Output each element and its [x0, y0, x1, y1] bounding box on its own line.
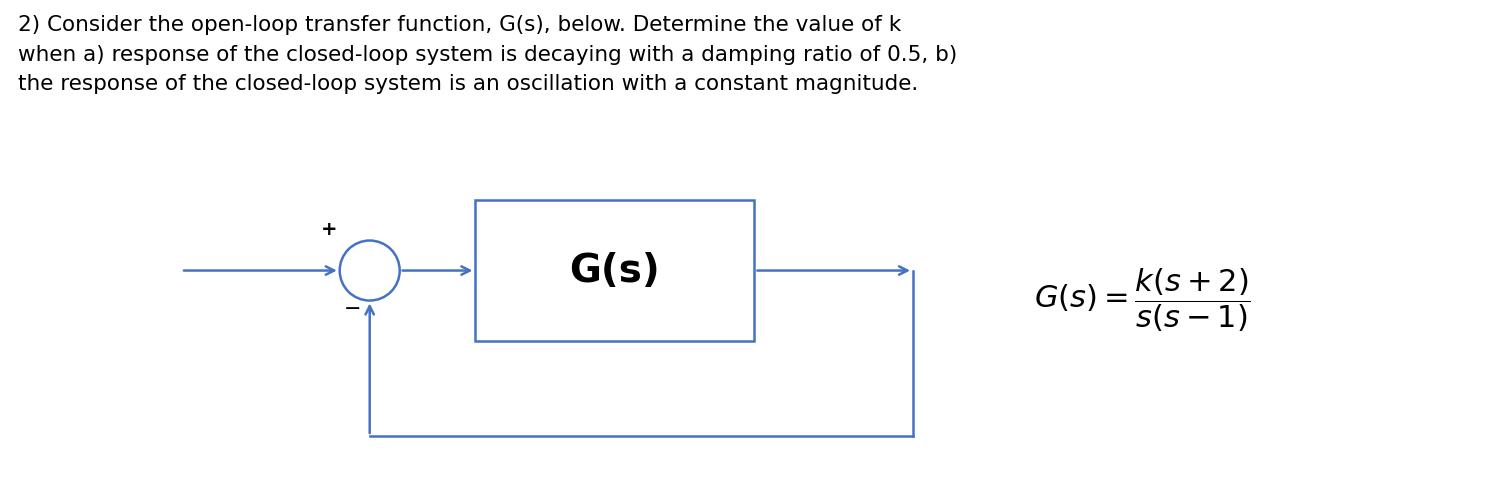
Bar [475, 200, 754, 341]
Text: −: − [344, 299, 361, 319]
Text: 2) Consider the open-loop transfer function, G(s), below. Determine the value of: 2) Consider the open-loop transfer funct… [18, 15, 957, 94]
Text: G(s): G(s) [569, 252, 661, 290]
Text: +: + [321, 219, 338, 238]
Text: $\mathit{G}(\mathit{s}) = \dfrac{\mathit{k}(\mathit{s}+2)}{\mathit{s}(\mathit{s}: $\mathit{G}(\mathit{s}) = \dfrac{\mathit… [1034, 267, 1251, 334]
